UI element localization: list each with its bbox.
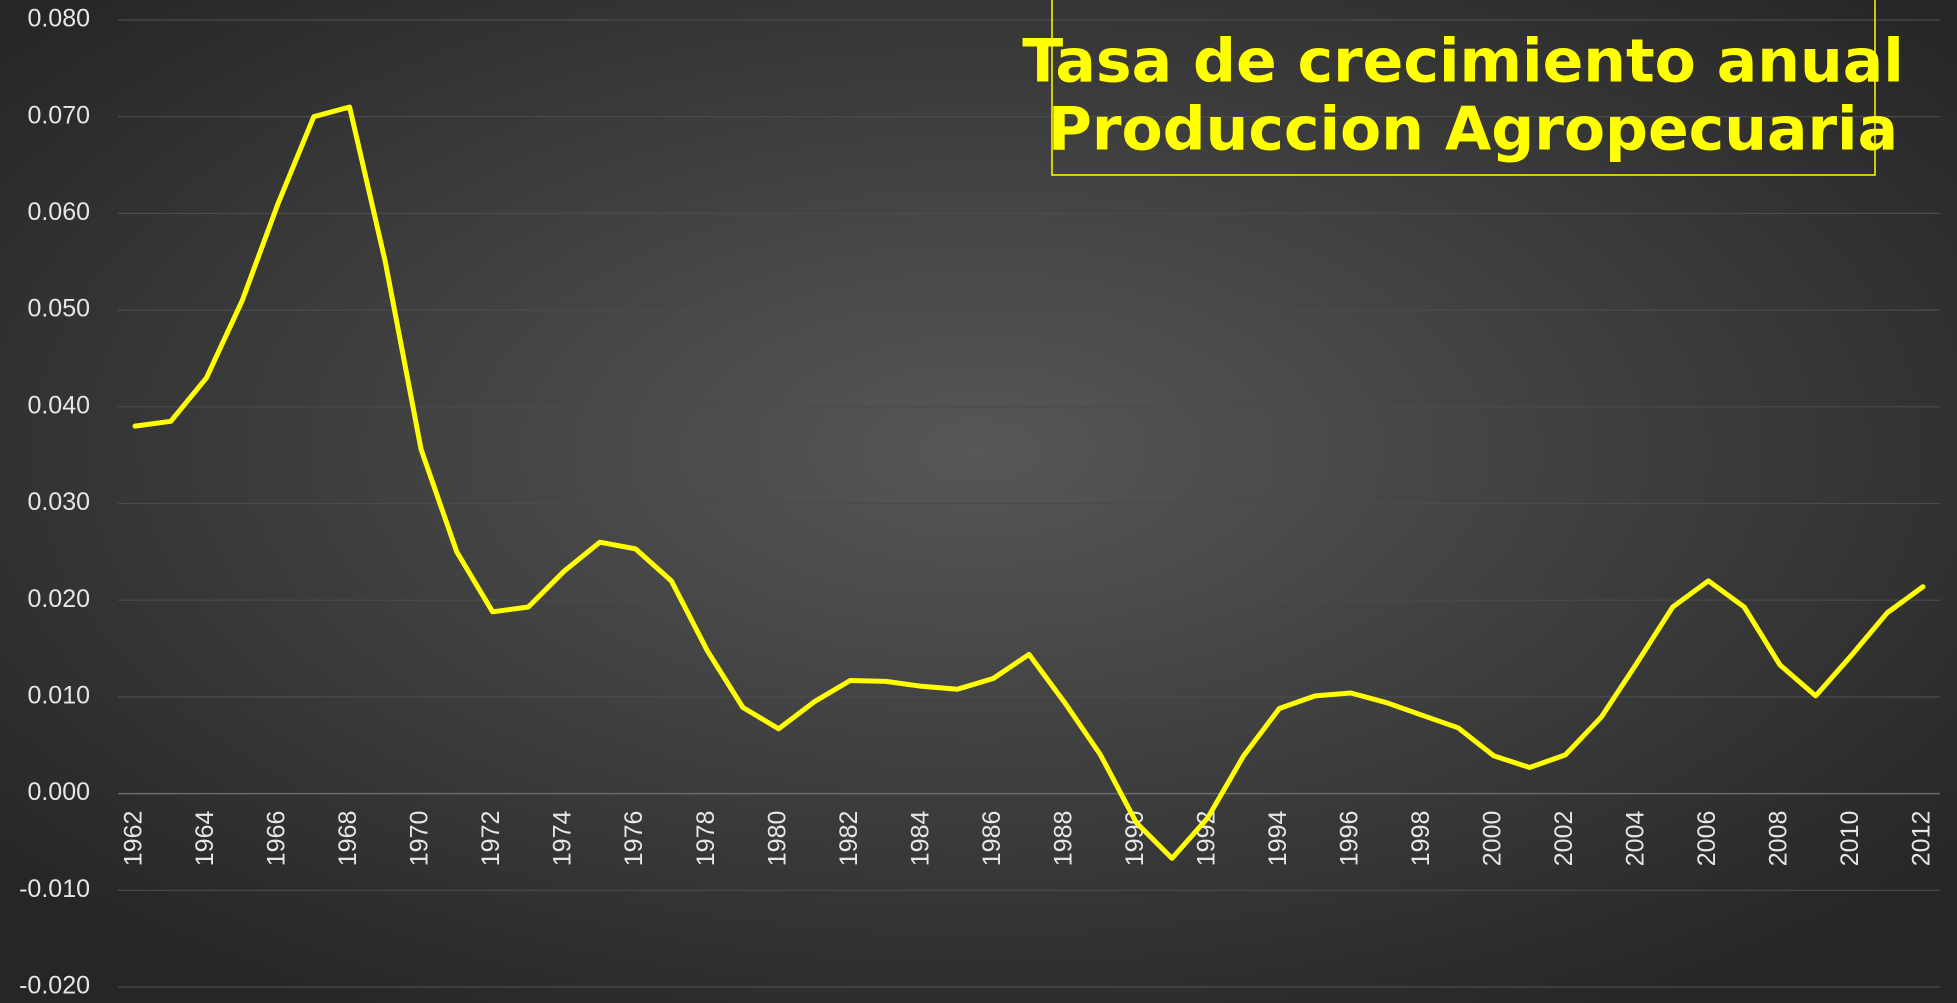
y-tick-label: 0.080 <box>27 5 90 33</box>
x-tick-label: 2012 <box>1908 811 1936 867</box>
x-tick-label: 1966 <box>263 811 291 867</box>
data-line <box>132 104 1926 861</box>
x-tick-label: 1972 <box>477 811 505 867</box>
x-tick-label: 2008 <box>1765 811 1793 867</box>
y-tick-label: 0.000 <box>27 778 90 806</box>
title-box <box>1051 0 1876 176</box>
x-tick-label: 2000 <box>1478 811 1506 867</box>
x-tick-label: 1996 <box>1335 811 1363 867</box>
x-tick-label: 1982 <box>835 811 863 867</box>
x-tick-label: 1978 <box>692 811 720 867</box>
x-tick-label: 1986 <box>978 811 1006 867</box>
x-tick-label: 1974 <box>549 811 577 867</box>
x-tick-label: 1994 <box>1264 811 1292 867</box>
y-tick-label: 0.020 <box>27 585 90 613</box>
chart-title: Tasa de crecimiento anual <box>1022 27 1904 97</box>
x-tick-label: 1998 <box>1407 811 1435 867</box>
y-tick-label: 0.050 <box>27 295 90 323</box>
x-tick-label: 1980 <box>763 811 791 867</box>
x-tick-label: 1976 <box>620 811 648 867</box>
x-tick-label: 1962 <box>120 811 148 867</box>
x-tick-label: 1988 <box>1049 811 1077 867</box>
y-tick-label: 0.060 <box>27 198 90 226</box>
x-tick-label: 1984 <box>906 811 934 867</box>
x-tick-label: 1964 <box>191 811 219 867</box>
y-tick-label: 0.070 <box>27 101 90 129</box>
y-tick-label: 0.040 <box>27 391 90 419</box>
plot-area: -0.020 -0.010 0.000 0.010 0.020 0.030 0.040 0.0… <box>19 5 1940 1000</box>
x-tick-label: 2010 <box>1836 811 1864 867</box>
x-tick-label: 1968 <box>334 811 362 867</box>
y-tick-label: 0.010 <box>27 682 90 710</box>
y-tick-label: -0.010 <box>19 875 90 903</box>
chart-title: Produccion Agropecuaria <box>1048 95 1898 165</box>
x-tick-label: 2004 <box>1622 811 1650 867</box>
y-tick-label: 0.030 <box>27 488 90 516</box>
x-tick-label: 1970 <box>406 811 434 867</box>
x-tick-label: 2002 <box>1550 811 1578 867</box>
y-tick-label: -0.020 <box>19 972 90 1000</box>
x-tick-label: 2006 <box>1693 811 1721 867</box>
